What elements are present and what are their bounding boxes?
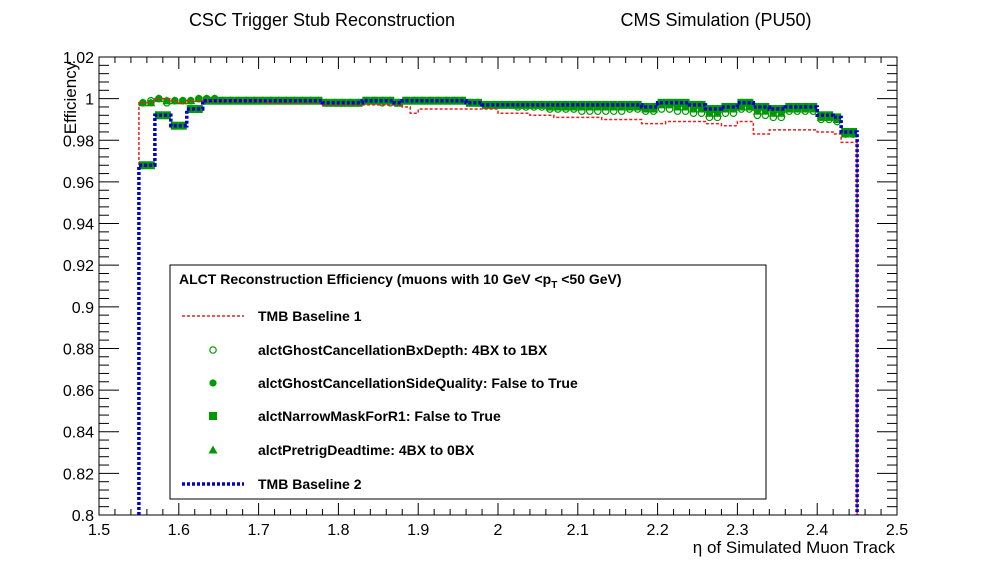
data-point: [450, 97, 458, 105]
y-tick-label: 0.84: [63, 425, 94, 442]
data-point: [713, 109, 722, 117]
x-tick-label: 1.9: [407, 522, 429, 539]
data-point: [769, 109, 777, 117]
data-point: [729, 105, 738, 113]
data-point: [697, 100, 706, 109]
legend-entry: TMB Baseline 1: [182, 308, 362, 324]
legend-box: [169, 264, 767, 500]
data-point: [737, 103, 745, 111]
data-point: [522, 101, 530, 109]
y-tick-label: 0.96: [63, 175, 94, 192]
legend-label: alctGhostCancellationBxDepth: 4BX to 1BX: [258, 342, 548, 358]
y-tick-label: 0.94: [63, 217, 94, 234]
series-line-tmb-baseline-1: [138, 97, 858, 515]
data-point: [681, 103, 690, 111]
header-right-title: CMS Simulation (PU50): [620, 10, 811, 30]
legend-title-suffix: <50 GeV): [557, 271, 621, 287]
y-tick-label: 0.98: [63, 133, 94, 150]
x-tick-label: 2.3: [726, 522, 748, 539]
series-layer: [137, 94, 859, 515]
x-tick-label: 1.7: [247, 522, 269, 539]
data-point: [426, 97, 434, 105]
x-tick-label: 2.4: [806, 522, 828, 539]
y-tick-label: 0.8: [72, 508, 94, 525]
legend-entry: alctNarrowMaskForR1: False to True: [209, 408, 501, 424]
x-tick-label: 2.2: [646, 522, 668, 539]
data-point: [187, 97, 195, 105]
data-point: [753, 107, 761, 115]
data-point: [154, 111, 163, 120]
y-axis-ticks: 0.8 0.82 0.84 0.86 0.88 0.9 0.92 0.94 0.96 0.98 1 1…: [63, 50, 897, 525]
data-point: [554, 103, 562, 111]
legend-title-subscript: T: [551, 280, 557, 291]
data-point: [689, 105, 698, 113]
x-axis-label: η of Simulated Muon Track: [693, 538, 896, 557]
legend-label: TMB Baseline 1: [258, 308, 362, 324]
data-point: [506, 101, 514, 109]
data-point: [642, 105, 650, 113]
data-point: [178, 121, 187, 130]
legend: ALCT Reconstruction Efficiency (muons wi…: [169, 264, 767, 500]
data-point: [745, 103, 753, 111]
data-point: [482, 101, 490, 109]
series-line-tmb-baseline-2: [137, 98, 859, 515]
data-point: [737, 98, 746, 107]
legend-title-prefix: ALCT Reconstruction Efficiency (muons wi…: [179, 271, 551, 287]
data-point: [713, 105, 722, 114]
x-tick-label: 1.8: [327, 522, 349, 539]
x-tick-label: 1.6: [168, 522, 190, 539]
legend-entry: alctPretrigDeadtime: 4BX to 0BX: [208, 442, 475, 458]
data-point: [594, 103, 602, 111]
legend-marker-swatch: [208, 445, 218, 454]
legend-entry: alctGhostCancellationBxDepth: 4BX to 1BX: [209, 342, 548, 358]
y-tick-label: 0.92: [63, 258, 94, 275]
legend-entry: alctGhostCancellationSideQuality: False …: [209, 375, 578, 391]
data-point: [697, 105, 706, 113]
data-point: [705, 109, 714, 117]
x-tick-label: 2.5: [886, 522, 908, 539]
y-tick-label: 1.02: [63, 50, 94, 67]
legend-marker-swatch: [209, 412, 217, 420]
legend-marker-swatch: [209, 379, 217, 387]
y-axis-label: Efficiency: [61, 61, 80, 134]
y-tick-label: 0.82: [63, 466, 94, 483]
data-point: [474, 99, 482, 107]
header-left-title: CSC Trigger Stub Reconstruction: [189, 10, 455, 30]
data-point: [186, 105, 195, 114]
legend-label: alctNarrowMaskForR1: False to True: [258, 408, 501, 424]
x-tick-label: 1.5: [88, 522, 110, 539]
legend-marker-swatch: [209, 346, 217, 354]
data-point: [777, 109, 785, 117]
data-point: [634, 103, 642, 111]
y-tick-label: 0.88: [63, 341, 94, 358]
legend-label: alctGhostCancellationSideQuality: False …: [258, 375, 578, 391]
y-tick-label: 0.86: [63, 383, 94, 400]
legend-entries: TMB Baseline 1 alctGhostCancellationBxDep…: [182, 308, 578, 492]
legend-entry: TMB Baseline 2: [182, 476, 362, 492]
data-point: [171, 97, 179, 105]
x-tick-label: 2.1: [567, 522, 589, 539]
y-tick-label: 1: [85, 92, 94, 109]
y-tick-label: 0.9: [72, 300, 94, 317]
data-point: [410, 97, 418, 105]
x-tick-label: 2: [494, 522, 503, 539]
data-point: [147, 99, 155, 107]
data-point: [370, 97, 378, 105]
data-point: [777, 105, 786, 114]
data-point: [138, 161, 147, 170]
data-point: [657, 101, 666, 109]
legend-label: TMB Baseline 2: [258, 476, 362, 492]
data-point: [761, 107, 769, 115]
data-point: [753, 102, 762, 111]
legend-label: alctPretrigDeadtime: 4BX to 0BX: [258, 442, 475, 458]
x-axis-ticks: 1.5 1.6 1.7 1.8 1.9 2 2.1 2.2 2.3 2.4 2.5: [88, 57, 908, 539]
data-point: [673, 103, 682, 111]
legend-title: ALCT Reconstruction Efficiency (muons wi…: [179, 271, 622, 291]
